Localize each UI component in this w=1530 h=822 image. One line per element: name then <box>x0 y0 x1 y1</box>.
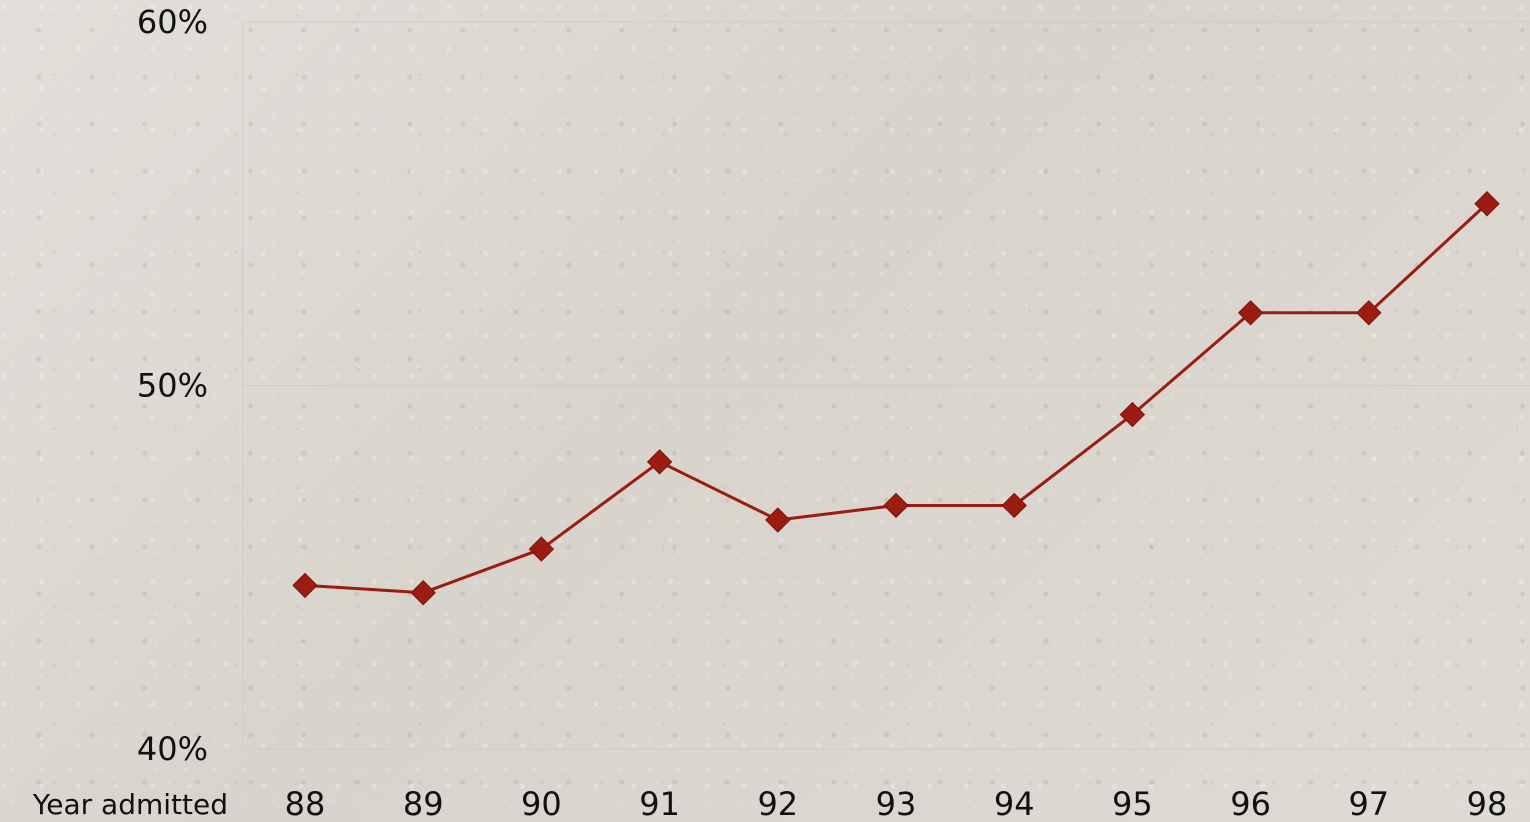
y-tick-label: 50% <box>137 367 208 405</box>
x-tick-label: 92 <box>757 785 798 822</box>
x-tick-label: 95 <box>1112 785 1153 822</box>
data-point-marker <box>646 449 673 475</box>
x-tick-label: 97 <box>1348 785 1389 822</box>
data-point-marker <box>410 579 436 606</box>
data-point-marker <box>1356 300 1382 326</box>
data-point-marker <box>1474 191 1500 217</box>
x-tick-label: 91 <box>639 785 680 822</box>
data-markers <box>292 191 1500 606</box>
series-line-layer <box>304 202 1489 595</box>
y-tick-labels: 40% 50% 60% <box>137 3 208 768</box>
data-point-marker <box>1001 492 1027 519</box>
x-tick-label: 93 <box>876 785 917 822</box>
x-tick-label: 98 <box>1467 785 1508 822</box>
series-line <box>304 202 1489 595</box>
x-tick-labels: 88 89 90 91 92 93 94 95 96 97 98 <box>285 785 1508 822</box>
x-tick-label: 94 <box>994 785 1035 822</box>
data-point-marker <box>1119 401 1146 428</box>
data-point-marker <box>883 492 909 519</box>
data-point-marker <box>1237 300 1264 326</box>
data-point-marker <box>765 507 791 533</box>
x-tick-label: 96 <box>1230 785 1271 822</box>
x-axis-title: Year admitted <box>32 788 228 821</box>
gridlines <box>243 21 1530 750</box>
y-tick-label: 60% <box>137 3 208 41</box>
x-tick-label: 90 <box>521 785 562 822</box>
x-tick-label: 88 <box>285 785 326 822</box>
axes <box>242 22 1488 755</box>
data-point-marker <box>528 536 555 562</box>
data-point-marker <box>292 572 318 599</box>
y-tick-label: 40% <box>137 730 208 768</box>
x-tick-label: 89 <box>403 785 444 822</box>
